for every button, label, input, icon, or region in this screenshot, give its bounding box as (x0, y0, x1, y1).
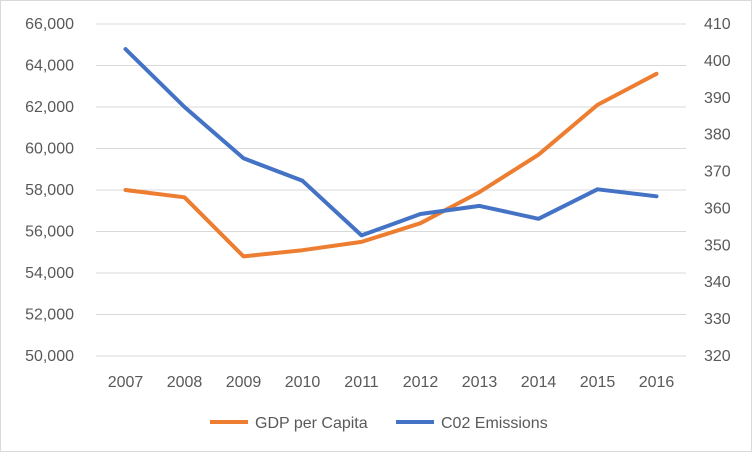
y-right-tick-label: 390 (704, 90, 731, 107)
y-right-tick-label: 380 (704, 127, 731, 144)
x-tick-label: 2010 (285, 374, 321, 391)
y-right-tick-label: 340 (704, 274, 731, 291)
x-tick-label: 2016 (639, 374, 675, 391)
y-right-tick-label: 330 (704, 311, 731, 328)
series-line-c02-emissions (123, 47, 659, 238)
y-left-tick-label: 64,000 (25, 58, 74, 75)
x-tick-label: 2014 (521, 374, 557, 391)
y-left-tick-label: 50,000 (25, 348, 74, 365)
y-left-tick-label: 56,000 (25, 224, 74, 241)
x-tick-label: 2011 (344, 374, 379, 391)
x-tick-label: 2007 (108, 374, 144, 391)
x-tick-label: 2008 (167, 374, 203, 391)
y-left-tick-label: 60,000 (25, 141, 74, 158)
y-left-tick-label: 54,000 (25, 265, 74, 282)
x-tick-label: 2009 (226, 374, 262, 391)
x-tick-label: 2013 (462, 374, 498, 391)
y-right-tick-label: 370 (704, 164, 731, 181)
y-left-tick-label: 66,000 (25, 16, 74, 33)
x-tick-label: 2012 (403, 374, 439, 391)
x-tick-label: 2015 (580, 374, 616, 391)
y-right-tick-label: 320 (704, 348, 731, 365)
y-left-tick-label: 52,000 (25, 307, 74, 324)
legend-label: GDP per Capita (255, 415, 368, 432)
y-left-tick-label: 62,000 (25, 99, 74, 116)
y-right-tick-label: 360 (704, 200, 731, 217)
y-right-tick-label: 410 (704, 16, 731, 33)
legend-label: C02 Emissions (441, 415, 548, 432)
y-right-tick-label: 350 (704, 237, 731, 254)
y-right-tick-label: 400 (704, 53, 731, 70)
series-line-gdp-per-capita (123, 71, 659, 259)
y-left-tick-label: 58,000 (25, 182, 74, 199)
